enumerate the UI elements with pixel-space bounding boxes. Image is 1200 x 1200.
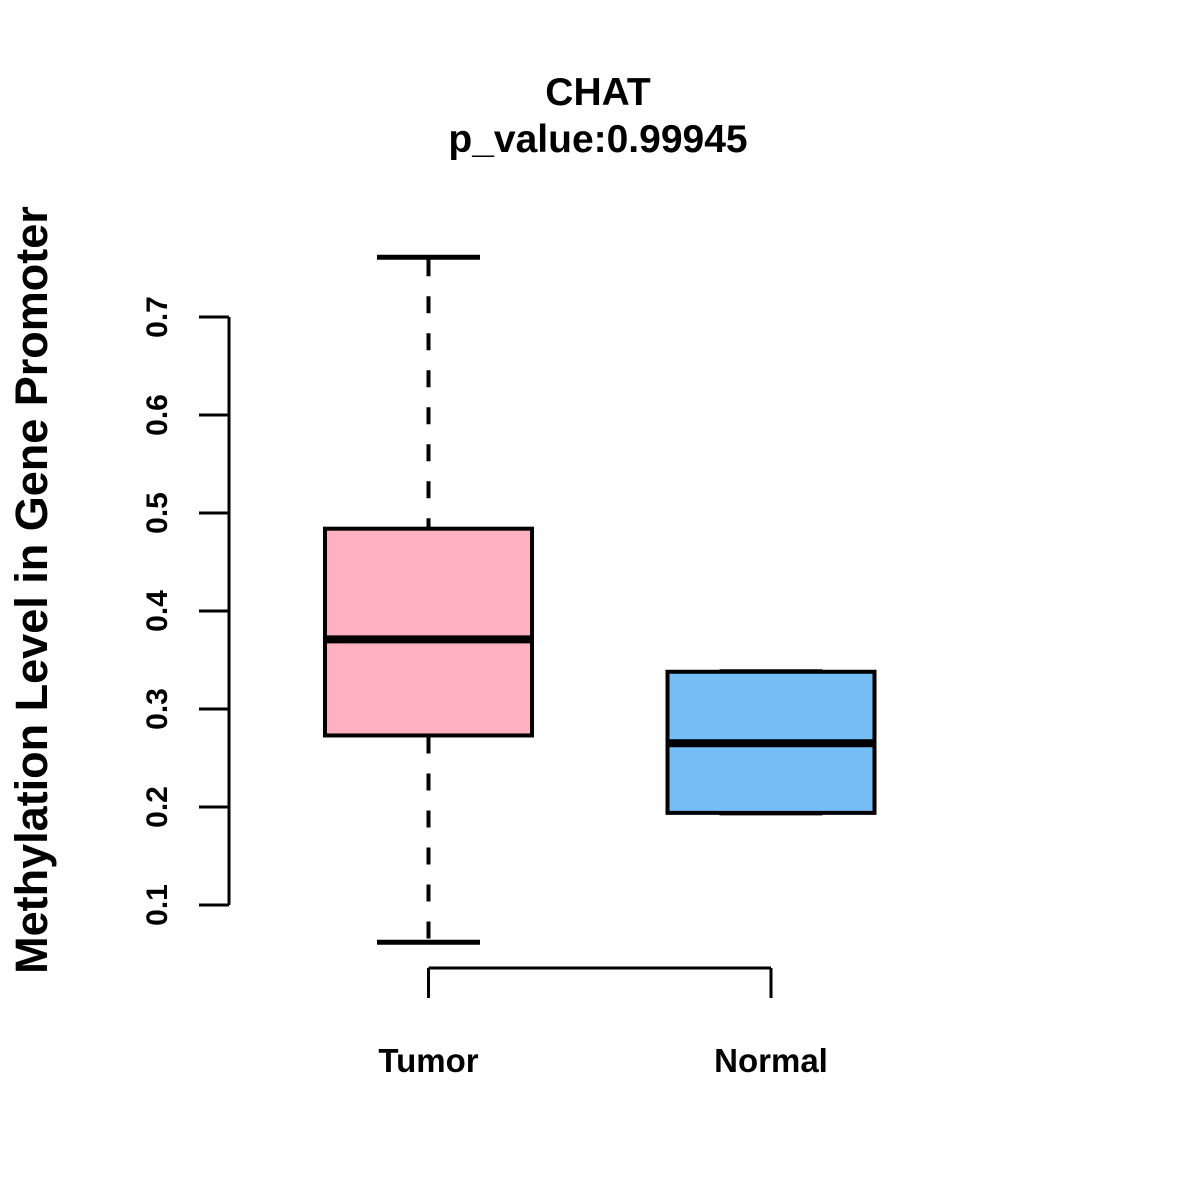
chart-subtitle: p_value:0.99945 <box>448 118 748 161</box>
y-tick-label: 0.1 <box>141 884 174 926</box>
y-tick-label: 0.5 <box>141 492 174 534</box>
y-tick-label: 0.3 <box>141 688 174 730</box>
chart-title: CHAT <box>545 71 651 114</box>
y-tick-label: 0.7 <box>141 296 174 338</box>
tumor-box <box>323 526 534 738</box>
x-axis-label-tumor: Tumor <box>378 1042 479 1079</box>
y-tick-label: 0.4 <box>141 590 174 632</box>
y-tick-label: 0.6 <box>141 394 174 436</box>
y-tick-label: 0.2 <box>141 786 174 828</box>
x-axis-label-normal: Normal <box>714 1042 828 1079</box>
